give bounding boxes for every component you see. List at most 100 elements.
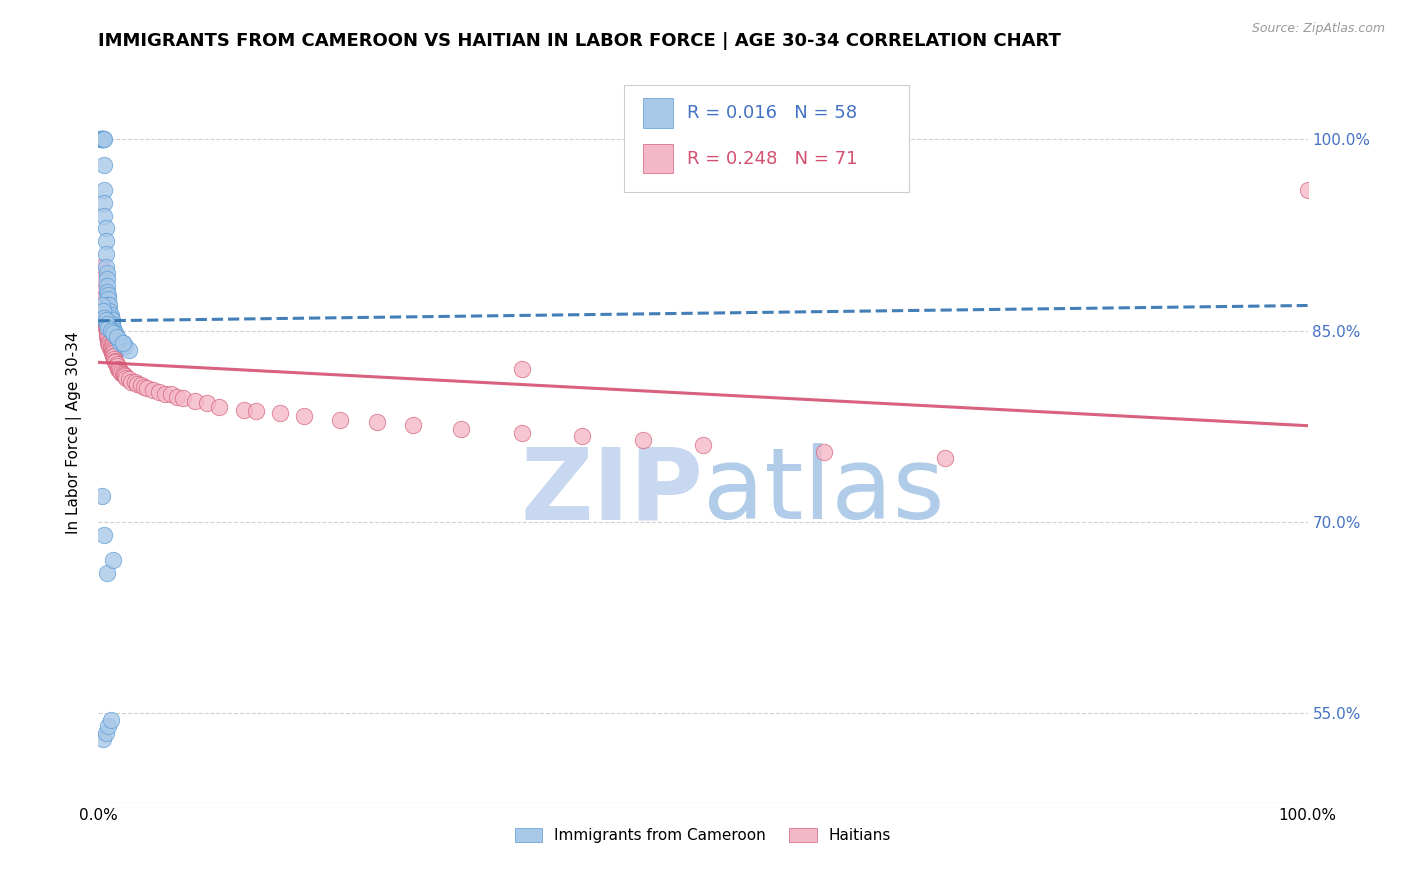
Point bbox=[112, 368, 135, 383]
Point bbox=[166, 390, 188, 404]
Point bbox=[90, 132, 112, 146]
Point bbox=[96, 278, 118, 293]
Point bbox=[98, 336, 121, 351]
Point bbox=[103, 351, 125, 366]
Point bbox=[94, 221, 117, 235]
Point bbox=[245, 404, 267, 418]
Point bbox=[91, 490, 114, 504]
Point bbox=[100, 343, 122, 358]
Point bbox=[232, 402, 254, 417]
Point bbox=[97, 321, 120, 335]
Point bbox=[96, 324, 118, 338]
Point bbox=[96, 266, 118, 280]
Point bbox=[93, 157, 115, 171]
Point bbox=[91, 132, 114, 146]
Point bbox=[96, 285, 118, 300]
Point bbox=[269, 407, 291, 421]
Point bbox=[366, 416, 388, 430]
Point bbox=[91, 132, 114, 146]
Text: atlas: atlas bbox=[703, 443, 945, 541]
Point bbox=[91, 132, 114, 146]
Point bbox=[91, 132, 114, 146]
Point bbox=[101, 326, 124, 340]
Point bbox=[510, 425, 533, 440]
Text: Source: ZipAtlas.com: Source: ZipAtlas.com bbox=[1251, 22, 1385, 36]
Point bbox=[97, 298, 120, 312]
Point bbox=[93, 304, 115, 318]
Point bbox=[934, 451, 956, 466]
Point bbox=[96, 330, 118, 344]
Point bbox=[96, 317, 118, 331]
Point bbox=[97, 719, 120, 733]
Point bbox=[93, 527, 115, 541]
Point bbox=[105, 330, 128, 344]
Point bbox=[101, 321, 124, 335]
Point bbox=[105, 359, 128, 374]
Point bbox=[111, 367, 134, 381]
Point bbox=[91, 304, 114, 318]
Point bbox=[510, 361, 533, 376]
Point bbox=[94, 234, 117, 248]
Point bbox=[94, 260, 117, 274]
Point bbox=[104, 355, 127, 369]
Point bbox=[107, 333, 129, 347]
Point bbox=[91, 731, 114, 746]
Point bbox=[91, 292, 114, 306]
Point bbox=[96, 566, 118, 580]
Point bbox=[94, 247, 117, 261]
Point bbox=[107, 361, 129, 376]
Point bbox=[813, 444, 835, 458]
Point bbox=[172, 391, 194, 405]
Point bbox=[93, 310, 115, 325]
Point bbox=[103, 349, 125, 363]
Point bbox=[94, 321, 117, 335]
Point bbox=[93, 195, 115, 210]
Point bbox=[114, 339, 136, 353]
Point bbox=[100, 342, 122, 356]
Point bbox=[97, 333, 120, 347]
Point bbox=[195, 396, 218, 410]
Point bbox=[292, 409, 315, 423]
Point bbox=[114, 369, 136, 384]
Point bbox=[1296, 183, 1319, 197]
Point bbox=[118, 343, 141, 357]
Point bbox=[94, 725, 117, 739]
Point bbox=[91, 132, 114, 146]
Y-axis label: In Labor Force | Age 30-34: In Labor Force | Age 30-34 bbox=[66, 331, 83, 534]
Point bbox=[100, 346, 122, 360]
Point bbox=[91, 132, 114, 146]
Point bbox=[90, 260, 112, 274]
Point bbox=[91, 132, 114, 146]
Point bbox=[129, 378, 152, 392]
Point bbox=[329, 413, 352, 427]
Point bbox=[135, 381, 157, 395]
Point bbox=[105, 357, 128, 371]
FancyBboxPatch shape bbox=[643, 98, 673, 128]
Point bbox=[108, 361, 131, 376]
FancyBboxPatch shape bbox=[643, 144, 673, 173]
Point bbox=[100, 310, 122, 325]
Point bbox=[631, 434, 654, 448]
Point bbox=[402, 417, 425, 432]
Point bbox=[96, 272, 118, 286]
Point bbox=[110, 366, 132, 380]
Point bbox=[100, 343, 122, 357]
Point bbox=[97, 336, 120, 351]
Point bbox=[450, 422, 472, 436]
Point bbox=[153, 387, 176, 401]
Point bbox=[120, 375, 142, 389]
Point bbox=[100, 313, 122, 327]
Point bbox=[103, 324, 125, 338]
Point bbox=[98, 339, 121, 353]
Point bbox=[97, 287, 120, 301]
Point bbox=[104, 354, 127, 368]
Point bbox=[98, 298, 121, 312]
Point bbox=[91, 272, 114, 286]
Point bbox=[108, 336, 131, 351]
Point bbox=[100, 713, 122, 727]
Point bbox=[100, 339, 122, 353]
Point bbox=[118, 372, 141, 386]
FancyBboxPatch shape bbox=[624, 85, 908, 192]
Point bbox=[90, 132, 112, 146]
Point bbox=[111, 336, 134, 351]
